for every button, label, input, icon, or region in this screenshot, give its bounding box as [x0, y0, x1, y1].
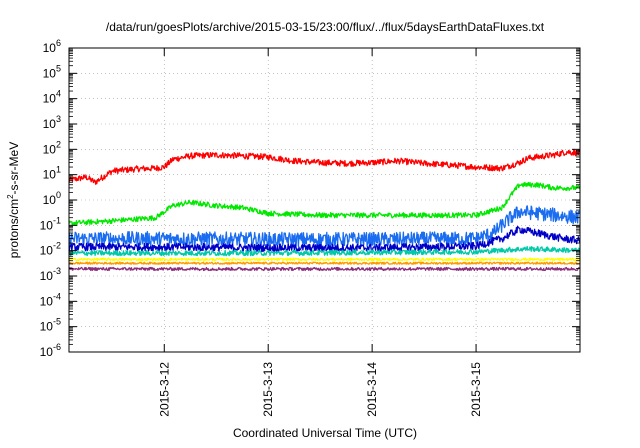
y-tick-label: 102 — [43, 139, 61, 156]
series-line — [68, 245, 581, 257]
y-axis-label-sup: 2 — [6, 194, 15, 199]
y-tick-label: 103 — [43, 114, 61, 131]
series-line — [68, 261, 581, 265]
y-axis-label-rest: -s-sr-MeV — [7, 142, 21, 195]
series-line — [68, 205, 581, 248]
chart-title: /data/run/goesPlots/archive/2015-03-15/2… — [106, 20, 545, 34]
y-tick-label: 105 — [43, 63, 61, 80]
plot-frame — [68, 47, 581, 353]
x-tick-label: 2015-3-15 — [469, 362, 483, 417]
y-tick-label: 10-1 — [40, 215, 61, 232]
x-tick-label: 2015-3-13 — [261, 362, 275, 417]
y-axis-label-base: protons/cm — [7, 199, 21, 258]
series-line — [68, 225, 581, 253]
x-axis-label: Coordinated Universal Time (UTC) — [233, 426, 417, 440]
x-tick-label: 2015-3-14 — [365, 362, 379, 417]
y-tick-label: 10-3 — [40, 266, 61, 283]
grid — [69, 48, 580, 352]
y-axis-label: protons/cm2-s-sr-MeV — [6, 142, 21, 258]
series-line — [68, 266, 581, 272]
series-line — [68, 257, 581, 262]
x-tick-label: 2015-3-12 — [157, 362, 171, 417]
y-tick-label: 10-6 — [40, 342, 61, 359]
y-tick-label: 10-2 — [40, 241, 61, 258]
series-line — [68, 181, 581, 227]
plot-area — [68, 149, 581, 272]
y-tick-label: 101 — [43, 165, 61, 182]
y-tick-label: 10-5 — [40, 317, 61, 334]
y-tick-label: 10-4 — [40, 291, 61, 308]
y-tick-label: 104 — [43, 89, 61, 106]
y-tick-label: 106 — [43, 38, 61, 55]
axes: 10-6 10-5 10-4 10-3 10-2 10-1 100 101 102 103 104 1… — [40, 38, 581, 417]
series-line — [68, 149, 581, 185]
y-tick-label: 100 — [43, 190, 61, 207]
